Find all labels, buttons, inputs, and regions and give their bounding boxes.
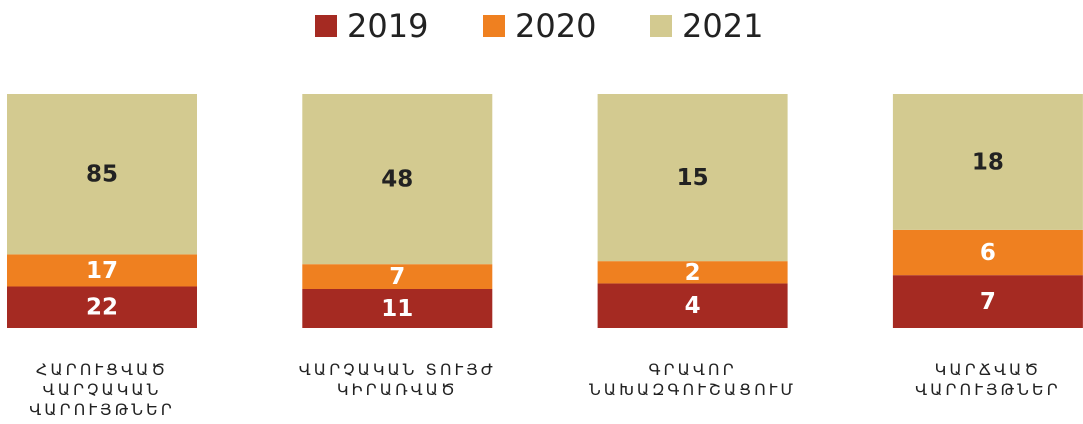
legend-label: 2021 <box>682 7 763 45</box>
bar-segment <box>302 289 493 328</box>
data-label: 4 <box>685 293 701 319</box>
data-label: 11 <box>381 296 413 322</box>
bar-segment <box>892 229 1083 276</box>
bar-segment <box>7 286 197 328</box>
legend-label: 2020 <box>515 7 596 45</box>
bar-segment <box>597 94 788 262</box>
bar-segment <box>302 264 493 289</box>
data-label: 6 <box>980 240 996 266</box>
bar-segment <box>892 275 1083 328</box>
legend-swatch <box>650 15 672 37</box>
data-label: 2 <box>685 260 701 286</box>
data-label: 22 <box>86 295 118 321</box>
data-label: 85 <box>86 162 118 188</box>
legend-swatch <box>483 15 505 37</box>
bar-segment <box>597 283 788 328</box>
data-label: 17 <box>86 258 118 284</box>
legend-swatch <box>315 15 337 37</box>
bar-segment <box>597 261 788 284</box>
x-tick-label: ԿԱՐՃՎԱԾ ՎԱՐՈՒՅԹՆԵՐ <box>915 360 1061 399</box>
data-label: 7 <box>389 264 405 290</box>
data-label: 48 <box>381 167 413 193</box>
x-tick-label: ՎԱՐՉԱԿԱՆ ՏՈՒՅԺ ԿԻՐԱՌՎԱԾ <box>298 360 496 399</box>
bar-segment <box>892 94 1083 230</box>
data-label: 15 <box>677 165 709 191</box>
x-tick-label: ՀԱՐՈՒՑՎԱԾ ՎԱՐՉԱԿԱՆ ՎԱՐՈՒՅԹՆԵՐ <box>29 360 175 419</box>
data-label: 18 <box>972 149 1004 175</box>
bar-segment <box>7 94 197 255</box>
x-tick-label: ԳՐԱՎՈՐ ՆԱԽԱԶԳՈՒՇԱՑՈՒՄ <box>589 360 797 399</box>
legend-label: 2019 <box>347 7 428 45</box>
data-label: 7 <box>980 289 996 315</box>
bar-segment <box>7 254 197 287</box>
bar-segment <box>302 94 493 265</box>
